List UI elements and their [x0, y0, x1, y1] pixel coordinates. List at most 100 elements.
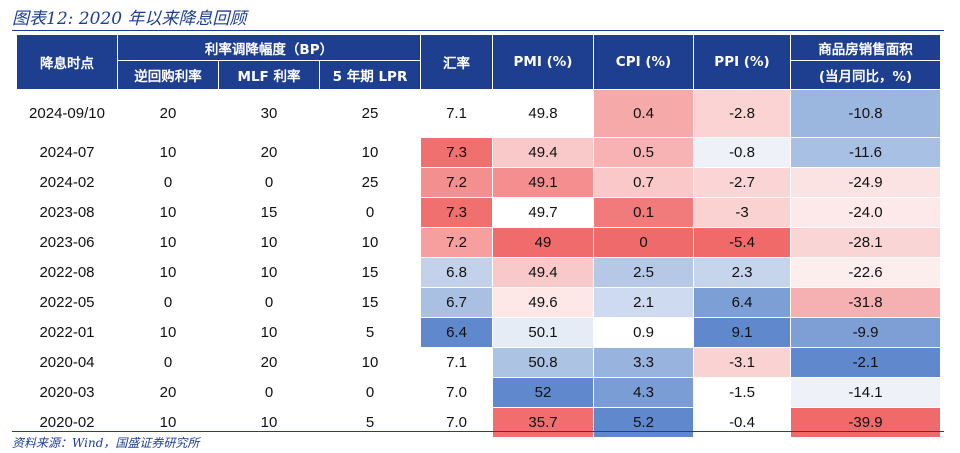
header-rate-cut-group: 利率调降幅度（BP） — [117, 34, 421, 61]
reverse-repo-cell: 0 — [117, 287, 219, 318]
cpi-cell: 5.2 — [593, 407, 694, 438]
pmi-cell: 50.1 — [492, 317, 594, 348]
reverse-repo-cell: 20 — [117, 89, 219, 138]
source-note: 资料来源：Wind，国盛证券研究所 — [12, 436, 200, 450]
ppi-cell: -2.8 — [693, 89, 791, 138]
fx-cell: 6.4 — [420, 317, 493, 348]
lpr-cell: 15 — [319, 287, 421, 318]
date-cell: 2024-07 — [16, 137, 118, 168]
cpi-cell: 0.5 — [593, 137, 694, 168]
cpi-cell: 2.5 — [593, 257, 694, 288]
ppi-cell: 2.3 — [693, 257, 791, 288]
mlf-cell: 0 — [218, 287, 320, 318]
property-sales-cell: -39.9 — [790, 407, 941, 438]
header-reverse-repo: 逆回购利率 — [117, 60, 219, 90]
header-mlf: MLF 利率 — [218, 60, 320, 90]
lpr-cell: 15 — [319, 257, 421, 288]
ppi-cell: -2.7 — [693, 167, 791, 198]
date-cell: 2020-03 — [16, 377, 118, 408]
date-cell: 2022-05 — [16, 287, 118, 318]
pmi-cell: 49.6 — [492, 287, 594, 318]
pmi-cell: 49.8 — [492, 89, 594, 138]
mlf-cell: 20 — [218, 347, 320, 378]
fx-cell: 7.3 — [420, 197, 493, 228]
fx-cell: 7.1 — [420, 347, 493, 378]
cpi-cell: 0.9 — [593, 317, 694, 348]
ppi-cell: -5.4 — [693, 227, 791, 258]
cpi-cell: 3.3 — [593, 347, 694, 378]
header-ppi: PPI (%) — [693, 34, 791, 90]
pmi-cell: 50.8 — [492, 347, 594, 378]
fx-cell: 6.8 — [420, 257, 493, 288]
cpi-cell: 0.7 — [593, 167, 694, 198]
lpr-cell: 10 — [319, 227, 421, 258]
pmi-cell: 35.7 — [492, 407, 594, 438]
pmi-cell: 52 — [492, 377, 594, 408]
header-property-sales: 商品房销售面积 — [790, 34, 941, 61]
lpr-cell: 0 — [319, 197, 421, 228]
mlf-cell: 10 — [218, 227, 320, 258]
header-lpr-5y: 5 年期 LPR — [319, 60, 421, 90]
ppi-cell: -0.8 — [693, 137, 791, 168]
fx-cell: 7.0 — [420, 407, 493, 438]
table-row: 2020-04 0 20 10 7.1 50.8 3.3 -3.1 -2.1 — [16, 347, 941, 378]
pmi-cell: 49.7 — [492, 197, 594, 228]
reverse-repo-cell: 20 — [117, 377, 219, 408]
reverse-repo-cell: 0 — [117, 347, 219, 378]
pmi-cell: 49.4 — [492, 257, 594, 288]
property-sales-cell: -24.9 — [790, 167, 941, 198]
reverse-repo-cell: 10 — [117, 257, 219, 288]
ppi-cell: -1.5 — [693, 377, 791, 408]
fx-cell: 7.1 — [420, 89, 493, 138]
mlf-cell: 0 — [218, 377, 320, 408]
fx-cell: 7.0 — [420, 377, 493, 408]
figure-title: 图表12: 2020 年以来降息回顾 — [12, 9, 247, 29]
mlf-cell: 10 — [218, 407, 320, 438]
table-row: 2024-02 0 0 25 7.2 49.1 0.7 -2.7 -24.9 — [16, 167, 941, 198]
date-cell: 2022-01 — [16, 317, 118, 348]
lpr-cell: 0 — [319, 377, 421, 408]
header-pmi: PMI (%) — [492, 34, 594, 90]
date-cell: 2023-08 — [16, 197, 118, 228]
lpr-cell: 10 — [319, 137, 421, 168]
date-cell: 2020-02 — [16, 407, 118, 438]
rate-cut-table: 降息时点 利率调降幅度（BP） 汇率 PMI (%) CPI (%) PPI (… — [16, 34, 941, 438]
cpi-cell: 0.1 — [593, 197, 694, 228]
property-sales-cell: -10.8 — [790, 89, 941, 138]
property-sales-cell: -24.0 — [790, 197, 941, 228]
lpr-cell: 10 — [319, 347, 421, 378]
property-sales-cell: -28.1 — [790, 227, 941, 258]
table-row: 2023-08 10 15 0 7.3 49.7 0.1 -3 -24.0 — [16, 197, 941, 228]
date-cell: 2024-02 — [16, 167, 118, 198]
table-row: 2023-06 10 10 10 7.2 49 0 -5.4 -28.1 — [16, 227, 941, 258]
reverse-repo-cell: 0 — [117, 167, 219, 198]
ppi-cell: 9.1 — [693, 317, 791, 348]
fx-cell: 7.3 — [420, 137, 493, 168]
pmi-cell: 49.4 — [492, 137, 594, 168]
date-cell: 2020-04 — [16, 347, 118, 378]
ppi-cell: -0.4 — [693, 407, 791, 438]
fx-cell: 7.2 — [420, 167, 493, 198]
fx-cell: 6.7 — [420, 287, 493, 318]
lpr-cell: 5 — [319, 317, 421, 348]
pmi-cell: 49 — [492, 227, 594, 258]
property-sales-cell: -31.8 — [790, 287, 941, 318]
lpr-cell: 25 — [319, 167, 421, 198]
table-row: 2022-05 0 0 15 6.7 49.6 2.1 6.4 -31.8 — [16, 287, 941, 318]
date-cell: 2022-08 — [16, 257, 118, 288]
property-sales-cell: -9.9 — [790, 317, 941, 348]
cpi-cell: 2.1 — [593, 287, 694, 318]
pmi-cell: 49.1 — [492, 167, 594, 198]
header-date: 降息时点 — [16, 34, 118, 90]
mlf-cell: 0 — [218, 167, 320, 198]
property-sales-cell: -2.1 — [790, 347, 941, 378]
date-cell: 2024-09/10 — [16, 89, 118, 138]
header-cpi: CPI (%) — [593, 34, 694, 90]
header-property-sales-unit: (当月同比，%) — [790, 60, 941, 90]
reverse-repo-cell: 10 — [117, 137, 219, 168]
title-rule — [12, 30, 944, 31]
property-sales-cell: -22.6 — [790, 257, 941, 288]
cpi-cell: 0 — [593, 227, 694, 258]
reverse-repo-cell: 10 — [117, 407, 219, 438]
reverse-repo-cell: 10 — [117, 197, 219, 228]
